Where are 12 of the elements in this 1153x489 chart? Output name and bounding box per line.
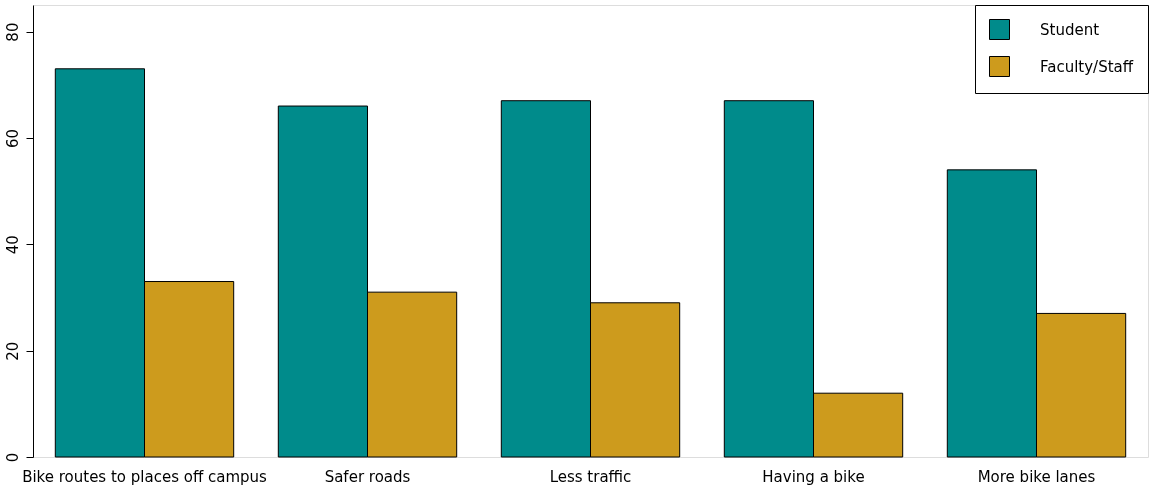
legend-label: Faculty/Staff [1040,57,1134,76]
x-tick-label: Less traffic [549,467,632,486]
legend-label: Student [1040,20,1100,39]
y-tick-label: 40 [3,235,22,255]
y-tick-label: 80 [3,22,22,42]
x-tick-label: Having a bike [762,467,865,486]
y-tick-label: 0 [3,452,22,463]
y-tick-label: 60 [3,128,22,148]
x-tick-label: Bike routes to places off campus [22,467,268,486]
x-tick-label: More bike lanes [977,467,1096,486]
x-tick-label: Safer roads [324,467,411,486]
y-tick-label: 20 [3,341,22,361]
